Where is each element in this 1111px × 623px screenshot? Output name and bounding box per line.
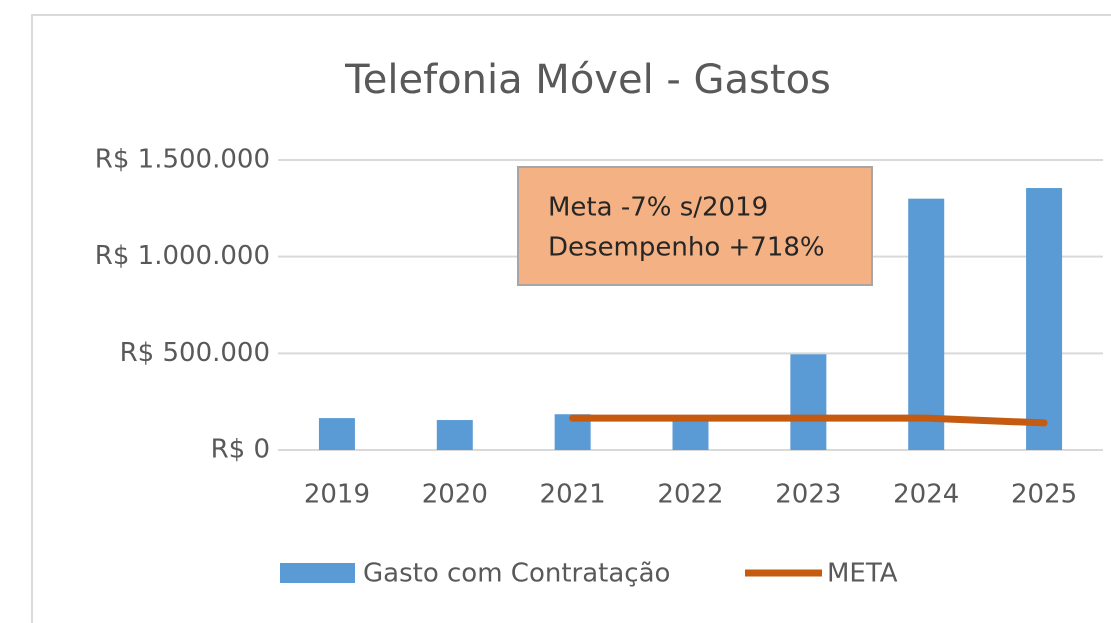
- x-tick-label: 2025: [1011, 480, 1077, 510]
- x-tick-label: 2020: [422, 480, 488, 510]
- y-tick-label: R$ 0: [211, 435, 270, 465]
- bar: [436, 420, 473, 450]
- x-tick-label: 2023: [775, 480, 841, 510]
- y-tick-label: R$ 1.000.000: [95, 241, 270, 271]
- bar: [1026, 188, 1063, 451]
- legend-label: META: [827, 559, 898, 589]
- x-tick-label: 2021: [540, 480, 606, 510]
- y-tick-label: R$ 1.500.000: [95, 145, 270, 175]
- y-tick-label: R$ 500.000: [120, 338, 270, 368]
- x-tick-label: 2019: [304, 480, 370, 510]
- x-tick-label: 2022: [657, 480, 723, 510]
- line: [569, 414, 1048, 427]
- bar: [908, 198, 945, 450]
- bar: [318, 418, 355, 450]
- bar: [672, 419, 709, 450]
- bar: [790, 354, 827, 450]
- legend-swatch: [280, 563, 355, 583]
- annotation-text: Desempenho +718%: [548, 233, 825, 263]
- legend-label: Gasto com Contratação: [363, 559, 670, 589]
- annotation-text: Meta -7% s/2019: [548, 193, 768, 223]
- chart-title: Telefonia Móvel - Gastos: [344, 57, 831, 103]
- x-tick-label: 2024: [893, 480, 959, 510]
- annotation-box: [517, 166, 873, 286]
- chart-frame: [31, 14, 1111, 623]
